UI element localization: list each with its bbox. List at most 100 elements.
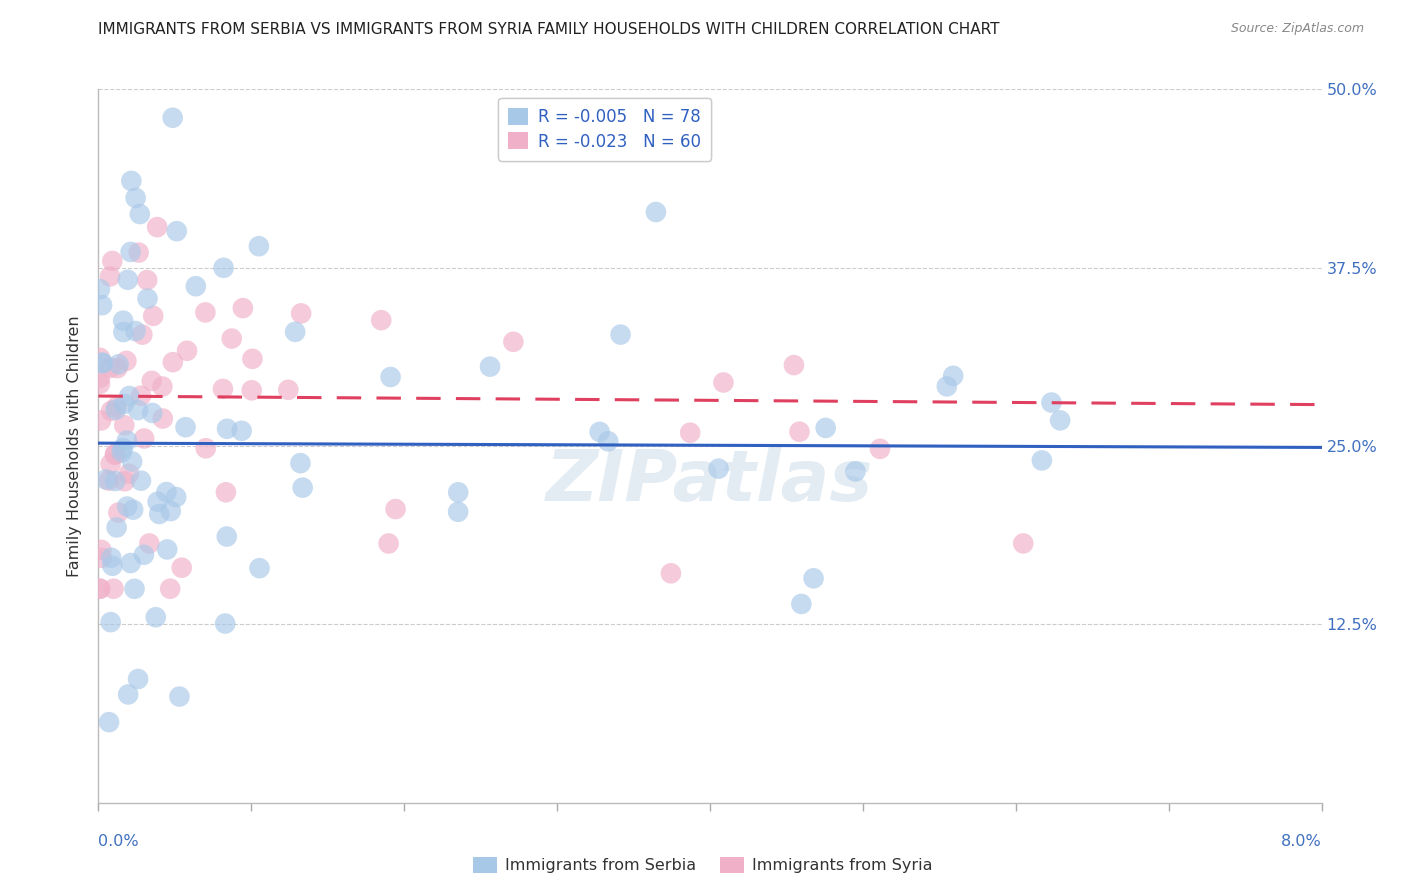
Point [101, 254, 124, 268]
Point [100, 360, 122, 375]
Point [146, 494, 169, 508]
Point [679, 425, 702, 440]
Point [783, 358, 806, 372]
Point [479, 359, 502, 374]
Point [89, 376, 111, 391]
Point [124, 324, 146, 338]
Point [141, 406, 163, 420]
Point [89, 371, 111, 385]
Point [212, 260, 235, 275]
Point [98, 269, 121, 284]
Point [129, 389, 152, 403]
Point [118, 389, 141, 403]
Point [104, 402, 127, 417]
Point [134, 432, 156, 446]
Point [370, 313, 392, 327]
Point [194, 305, 217, 319]
Point [136, 292, 159, 306]
Point [128, 207, 150, 221]
Point [115, 500, 138, 514]
Point [1049, 413, 1071, 427]
Point [90, 542, 112, 557]
Text: IMMIGRANTS FROM SERBIA VS IMMIGRANTS FROM SYRIA FAMILY HOUSEHOLDS WITH CHILDREN : IMMIGRANTS FROM SERBIA VS IMMIGRANTS FRO… [98, 22, 1000, 37]
Point [100, 615, 122, 629]
Point [129, 474, 152, 488]
Point [215, 422, 238, 436]
Point [100, 550, 122, 565]
Point [136, 273, 159, 287]
Point [377, 536, 399, 550]
Point [89, 282, 111, 296]
Point [1031, 453, 1053, 467]
Point [120, 556, 142, 570]
Point [90, 413, 112, 427]
Point [127, 403, 149, 417]
Point [124, 582, 146, 596]
Point [249, 561, 271, 575]
Point [659, 566, 682, 581]
Point [165, 490, 187, 504]
Point [284, 325, 307, 339]
Point [169, 690, 191, 704]
Point [138, 536, 160, 550]
Text: ZIPatlas: ZIPatlas [547, 447, 873, 516]
Point [150, 379, 173, 393]
Point [1012, 536, 1035, 550]
Point [502, 334, 524, 349]
Point [155, 485, 177, 500]
Point [112, 314, 135, 328]
Point [598, 434, 620, 449]
Point [117, 688, 139, 702]
Point [120, 174, 142, 188]
Point [146, 220, 169, 235]
Point [105, 520, 128, 534]
Point [107, 361, 129, 376]
Point [214, 616, 236, 631]
Point [447, 485, 470, 500]
Point [121, 454, 143, 468]
Point [115, 354, 138, 368]
Point [194, 442, 217, 456]
Point [170, 560, 193, 574]
Point [277, 383, 299, 397]
Point [141, 374, 163, 388]
Point [152, 411, 174, 425]
Point [159, 504, 181, 518]
Point [128, 245, 150, 260]
Point [94, 472, 117, 486]
Point [111, 441, 134, 455]
Point [145, 610, 167, 624]
Point [90, 550, 112, 565]
Point [212, 382, 235, 396]
Point [942, 368, 965, 383]
Point [215, 485, 238, 500]
Point [166, 224, 188, 238]
Point [814, 421, 837, 435]
Point [447, 505, 470, 519]
Point [291, 481, 314, 495]
Point [159, 582, 181, 596]
Point [221, 332, 243, 346]
Point [184, 279, 207, 293]
Point [111, 445, 134, 459]
Legend: Immigrants from Serbia, Immigrants from Syria: Immigrants from Serbia, Immigrants from … [467, 850, 939, 880]
Text: 0.0%: 0.0% [98, 834, 139, 849]
Point [98, 715, 121, 730]
Point [112, 397, 135, 411]
Point [290, 456, 312, 470]
Point [148, 507, 170, 521]
Point [131, 327, 153, 342]
Point [803, 571, 825, 585]
Point [588, 425, 610, 439]
Point [104, 447, 127, 461]
Point [790, 597, 813, 611]
Point [789, 425, 811, 439]
Point [127, 672, 149, 686]
Legend: R = -0.005   N = 78, R = -0.023   N = 60: R = -0.005 N = 78, R = -0.023 N = 60 [498, 97, 711, 161]
Point [707, 461, 730, 475]
Point [124, 191, 146, 205]
Point [107, 357, 129, 371]
Point [120, 244, 142, 259]
Point [100, 404, 122, 418]
Point [122, 502, 145, 516]
